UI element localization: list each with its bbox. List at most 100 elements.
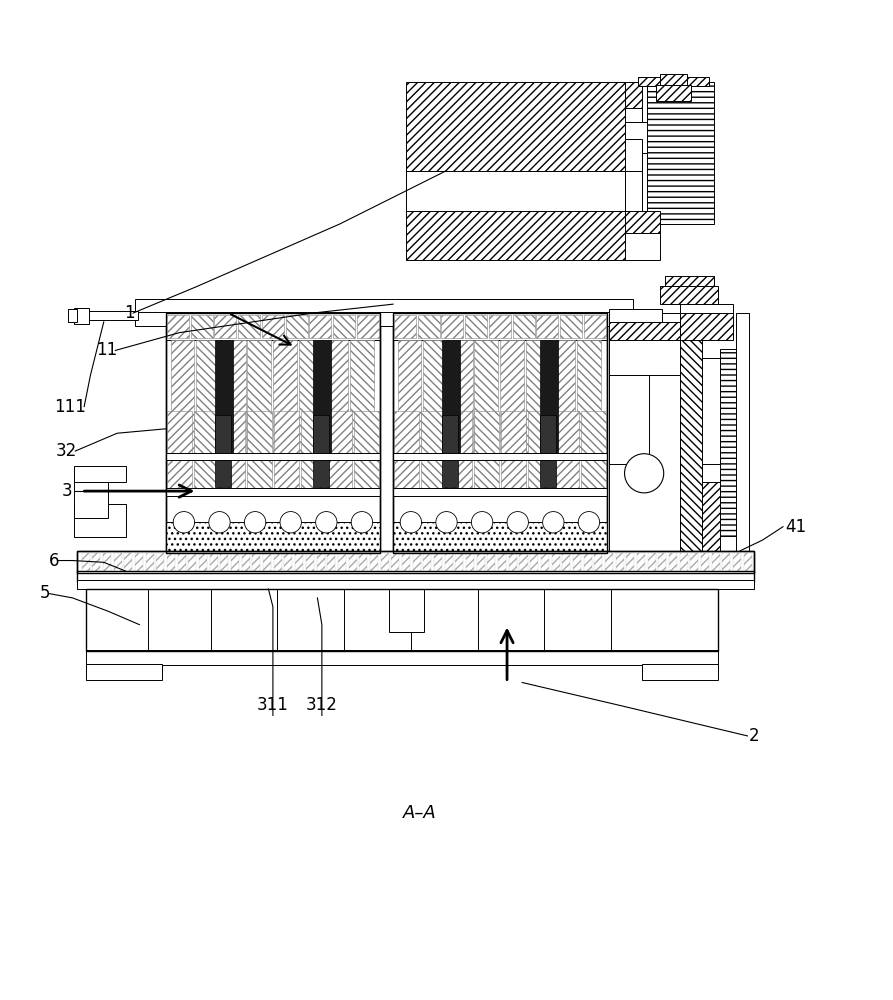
Bar [406, 211, 624, 260]
Bar [298, 340, 322, 455]
Bar [642, 82, 647, 122]
Bar [465, 315, 488, 338]
Bar [555, 411, 580, 491]
Bar [77, 571, 754, 582]
Bar [81, 553, 89, 572]
Bar [581, 411, 605, 491]
Bar [166, 313, 380, 553]
Bar [608, 340, 680, 375]
Bar [68, 309, 77, 322]
Bar [231, 553, 239, 572]
Bar [191, 315, 213, 338]
Bar [489, 315, 511, 338]
Bar [86, 664, 162, 680]
Bar [624, 108, 642, 122]
Bar [135, 312, 633, 326]
Bar [552, 553, 560, 572]
Text: 6: 6 [49, 552, 59, 570]
Bar [525, 340, 549, 455]
Bar [669, 553, 677, 572]
Bar [74, 469, 108, 518]
Bar [156, 553, 164, 572]
Bar [388, 589, 424, 632]
Bar [77, 580, 754, 589]
Bar [537, 315, 558, 338]
Bar [253, 553, 261, 572]
Bar [626, 553, 634, 572]
Bar [488, 553, 496, 572]
Bar [301, 411, 325, 491]
Bar [273, 340, 296, 455]
Circle shape [209, 512, 230, 533]
Bar [624, 171, 642, 211]
Bar [215, 340, 233, 455]
Bar [124, 553, 132, 572]
Bar [540, 340, 558, 455]
Text: 41: 41 [785, 518, 805, 536]
Text: 3: 3 [62, 482, 72, 500]
Bar [402, 553, 410, 572]
Bar [188, 553, 196, 572]
Bar [316, 553, 324, 572]
Bar [327, 411, 352, 491]
Bar [560, 315, 582, 338]
Bar [421, 411, 446, 491]
Bar [86, 589, 718, 651]
Bar [393, 522, 606, 553]
Text: 11: 11 [96, 341, 117, 359]
Bar [221, 340, 246, 455]
Circle shape [280, 512, 302, 533]
Bar [744, 553, 752, 572]
Bar [584, 315, 605, 338]
Bar [594, 553, 602, 572]
Bar [423, 340, 446, 455]
Bar [500, 340, 523, 455]
Bar [391, 553, 399, 572]
Text: 32: 32 [55, 442, 77, 460]
Text: 1: 1 [124, 304, 135, 322]
Bar [455, 553, 463, 572]
Bar [196, 340, 220, 455]
Bar [655, 85, 691, 101]
Bar [338, 553, 346, 572]
Bar [477, 553, 485, 572]
Bar [551, 340, 575, 455]
Bar [584, 553, 591, 572]
Bar [166, 313, 380, 553]
Bar [624, 233, 642, 260]
Bar [166, 453, 380, 460]
Bar [74, 466, 126, 482]
Bar [474, 340, 498, 455]
Bar [333, 315, 355, 338]
Bar [77, 551, 754, 573]
Bar [605, 553, 613, 572]
Bar [221, 553, 229, 572]
Bar [736, 313, 749, 553]
Bar [113, 553, 121, 572]
Bar [74, 504, 126, 537]
Bar [305, 553, 313, 572]
Bar [615, 553, 623, 572]
Bar [448, 340, 472, 455]
Bar [210, 553, 218, 572]
Bar [520, 553, 528, 572]
Circle shape [579, 512, 599, 533]
Bar [501, 411, 526, 491]
Bar [608, 309, 662, 322]
Bar [702, 358, 720, 464]
Bar [285, 553, 293, 572]
Bar [167, 315, 189, 338]
Bar [720, 349, 736, 536]
Bar [327, 553, 335, 572]
Bar [466, 553, 474, 572]
Circle shape [245, 512, 266, 533]
Bar [413, 553, 421, 572]
Text: 312: 312 [306, 696, 338, 714]
Bar [350, 340, 373, 455]
Bar [199, 553, 207, 572]
Bar [393, 453, 606, 460]
Text: A–A: A–A [403, 804, 437, 822]
Bar [274, 411, 299, 491]
Bar [397, 340, 421, 455]
Bar [146, 553, 154, 572]
